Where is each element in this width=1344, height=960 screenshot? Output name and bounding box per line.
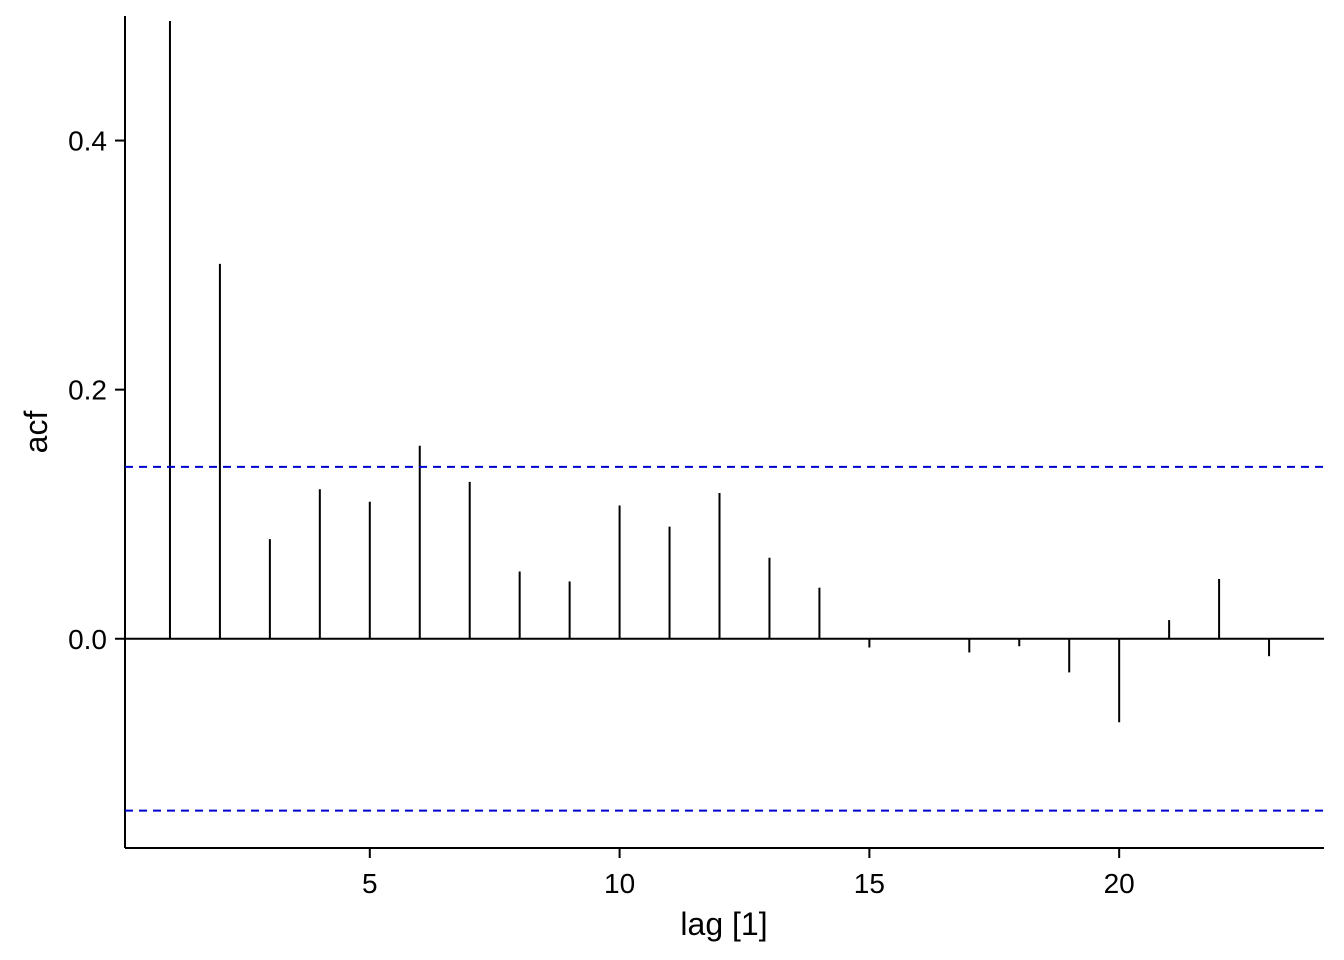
- y-tick-label: 0.4: [68, 126, 107, 157]
- x-tick-label: 10: [604, 868, 635, 899]
- axis-ticks: 5 10 15 20 0.0 0.2 0.4: [68, 126, 1135, 899]
- x-tick-label: 15: [854, 868, 885, 899]
- acf-spikes: [168, 20, 1271, 723]
- x-tick-label: 5: [362, 868, 378, 899]
- plot-axes: [124, 16, 1324, 849]
- x-axis-title: lag [1]: [680, 906, 767, 942]
- y-tick-label: 0.2: [68, 375, 107, 406]
- confidence-bounds: [125, 465, 1324, 812]
- y-axis-title: acf: [18, 411, 54, 454]
- x-tick-label: 20: [1104, 868, 1135, 899]
- y-tick-label: 0.0: [68, 624, 107, 655]
